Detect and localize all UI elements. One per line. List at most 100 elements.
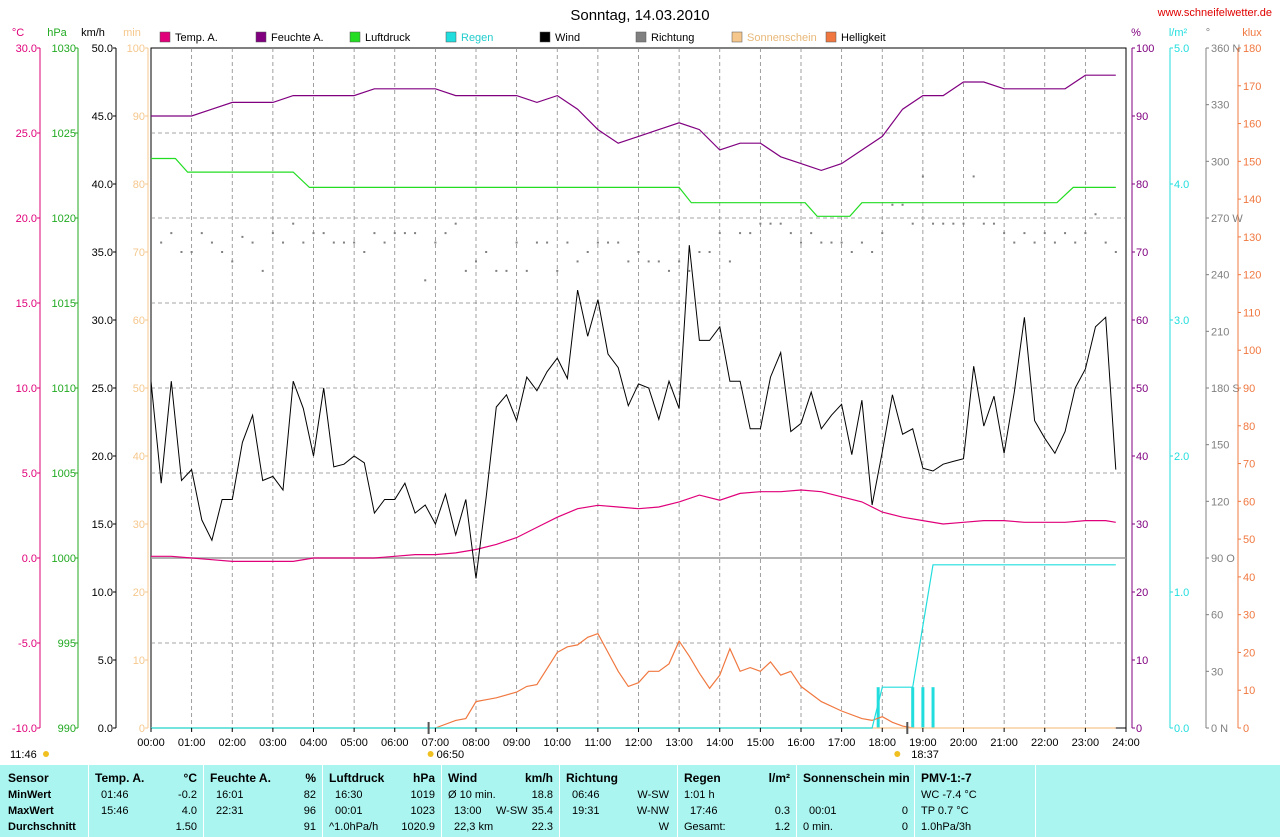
- time-tick-label: 17:00: [828, 737, 856, 749]
- direction-dot: [860, 241, 863, 244]
- temp-tick-label: 20.0: [16, 213, 37, 225]
- temp-a-line: [151, 489, 1116, 563]
- direction-tick-label: 210: [1211, 326, 1229, 338]
- temp-tick-label: -10.0: [12, 723, 37, 735]
- col-rain: Regen l/m² 1:01 h 17:46 0.3 Gesamt: 1.2: [678, 765, 796, 837]
- direction-tick-label: 60: [1211, 610, 1223, 622]
- dir-r3: W: [658, 821, 669, 833]
- brightness-tick-label: 180: [1243, 43, 1261, 55]
- hum-max-time: 22:31: [216, 805, 244, 817]
- sunshine-tick-label: 20: [133, 587, 145, 599]
- left-axes: °C 30.0 25.0 20.0 15.0 10.0 5.0 0.0 -5.0 -10.0 hPa…: [12, 27, 149, 735]
- col-temp: Temp. A. °C 01:46 -0.2 15:46 4.0 1.50: [89, 765, 203, 837]
- direction-dot: [810, 232, 813, 235]
- hdr-pressure: Luftdruck: [329, 771, 385, 785]
- direction-dot: [271, 232, 274, 235]
- brightness-tick-label: 150: [1243, 156, 1261, 168]
- brightness-tick-label: 30: [1243, 610, 1255, 622]
- hum-avg: 91: [303, 821, 316, 833]
- row-min-label: MinWert: [8, 789, 52, 801]
- direction-dot: [708, 251, 711, 253]
- humidity-tick-label: 40: [1136, 451, 1148, 463]
- legend-label: Luftdruck: [365, 32, 411, 44]
- direction-dot: [921, 175, 924, 178]
- col-direction: Richtung 06:46 W-SW 19:31 W-NW W: [560, 765, 677, 837]
- hdr-direction: Richtung: [566, 771, 618, 785]
- direction-dot: [779, 222, 782, 225]
- direction-dot: [1023, 232, 1026, 235]
- time-tick-label: 14:00: [706, 737, 734, 749]
- direction-dot: [221, 251, 224, 253]
- direction-dot: [1064, 232, 1067, 235]
- legend-label: Temp. A.: [175, 32, 218, 44]
- dir-r2: W-NW: [636, 805, 669, 817]
- brightness-tick-label: 170: [1243, 81, 1261, 93]
- time-tick-label: 21:00: [990, 737, 1018, 749]
- humidity-tick-label: 20: [1136, 587, 1148, 599]
- brightness-tick-label: 110: [1243, 307, 1261, 319]
- direction-dot: [607, 241, 610, 244]
- legend-label: Feuchte A.: [271, 32, 324, 44]
- direction-dot: [210, 241, 213, 244]
- direction-dot: [292, 222, 295, 225]
- direction-dot: [535, 241, 538, 244]
- brightness-tick-label: 160: [1243, 119, 1261, 131]
- humidity-tick-label: 80: [1136, 179, 1148, 191]
- sunshine-tick-label: 40: [133, 451, 145, 463]
- press-trend: ^1.0hPa/h: [329, 821, 379, 833]
- sunset-icon: [894, 751, 901, 757]
- rain-tick-label: 3.0: [1174, 315, 1189, 327]
- direction-dot: [464, 269, 467, 272]
- direction-dot: [820, 241, 823, 244]
- direction-dot: [505, 269, 508, 272]
- weather-chart: Sonntag, 14.03.2010 www.schneifelwetter.…: [10, 7, 1272, 761]
- direction-dot: [566, 241, 569, 244]
- regen-line: [151, 564, 1116, 729]
- sunshine-tick-label: 50: [133, 383, 145, 395]
- sun-max-time: 00:01: [809, 805, 837, 817]
- direction-dot: [749, 232, 752, 235]
- col-sunshine: Sonnenschein min 00:01 0 0 min. 0: [797, 765, 914, 837]
- pressure-tick-label: 1015: [52, 298, 76, 310]
- row-max-label: MaxWert: [8, 805, 54, 817]
- hdr-sensor: Sensor: [8, 771, 49, 785]
- rain-tick-label: 1.0: [1174, 587, 1189, 599]
- direction-tick-label: 0 N: [1211, 723, 1228, 735]
- pressure-tick-label: 990: [58, 723, 76, 735]
- legend-swatch: [349, 31, 361, 43]
- brightness-tick-label: 70: [1243, 459, 1255, 471]
- direction-dot: [1094, 213, 1097, 216]
- wind-tick-label: 10.0: [92, 587, 113, 599]
- time-tick-label: 05:00: [340, 737, 368, 749]
- website-label: www.schneifelwetter.de: [1157, 7, 1272, 19]
- direction-dot: [728, 260, 731, 263]
- chart-title: Sonntag, 14.03.2010: [570, 7, 709, 24]
- brightness-tick-label: 50: [1243, 534, 1255, 546]
- direction-dot: [1003, 232, 1006, 235]
- brightness-tick-label: 80: [1243, 421, 1255, 433]
- wind-max-time: 13:00: [454, 805, 482, 817]
- direction-dot: [576, 260, 579, 263]
- direction-dot: [1074, 241, 1077, 244]
- direction-dot: [932, 222, 935, 225]
- wind-axis-unit: km/h: [81, 27, 105, 39]
- temp-min-time: 01:46: [101, 789, 129, 801]
- temp-tick-label: 25.0: [16, 128, 37, 140]
- luftdruck-line: [151, 157, 1116, 217]
- brightness-tick-label: 120: [1243, 270, 1261, 282]
- wind-run: 22,3 km: [454, 821, 494, 833]
- direction-dot: [800, 241, 802, 244]
- direction-dot: [596, 241, 599, 244]
- direction-dot: [942, 222, 945, 225]
- direction-dot: [444, 232, 447, 235]
- dir-r2-time: 19:31: [572, 805, 600, 817]
- daylight-icon: [43, 751, 49, 757]
- legend-label: Helligkeit: [841, 32, 886, 44]
- press-max: 1023: [410, 805, 435, 817]
- time-tick-label: 10:00: [543, 737, 571, 749]
- sunshine-tick-label: 80: [133, 179, 145, 191]
- time-tick-label: 20:00: [950, 737, 978, 749]
- hdr-wind-unit: km/h: [524, 771, 553, 785]
- direction-dot: [657, 260, 660, 263]
- col-pressure: Luftdruck hPa 16:30 1019 00:01 1023 ^1.0…: [323, 765, 441, 837]
